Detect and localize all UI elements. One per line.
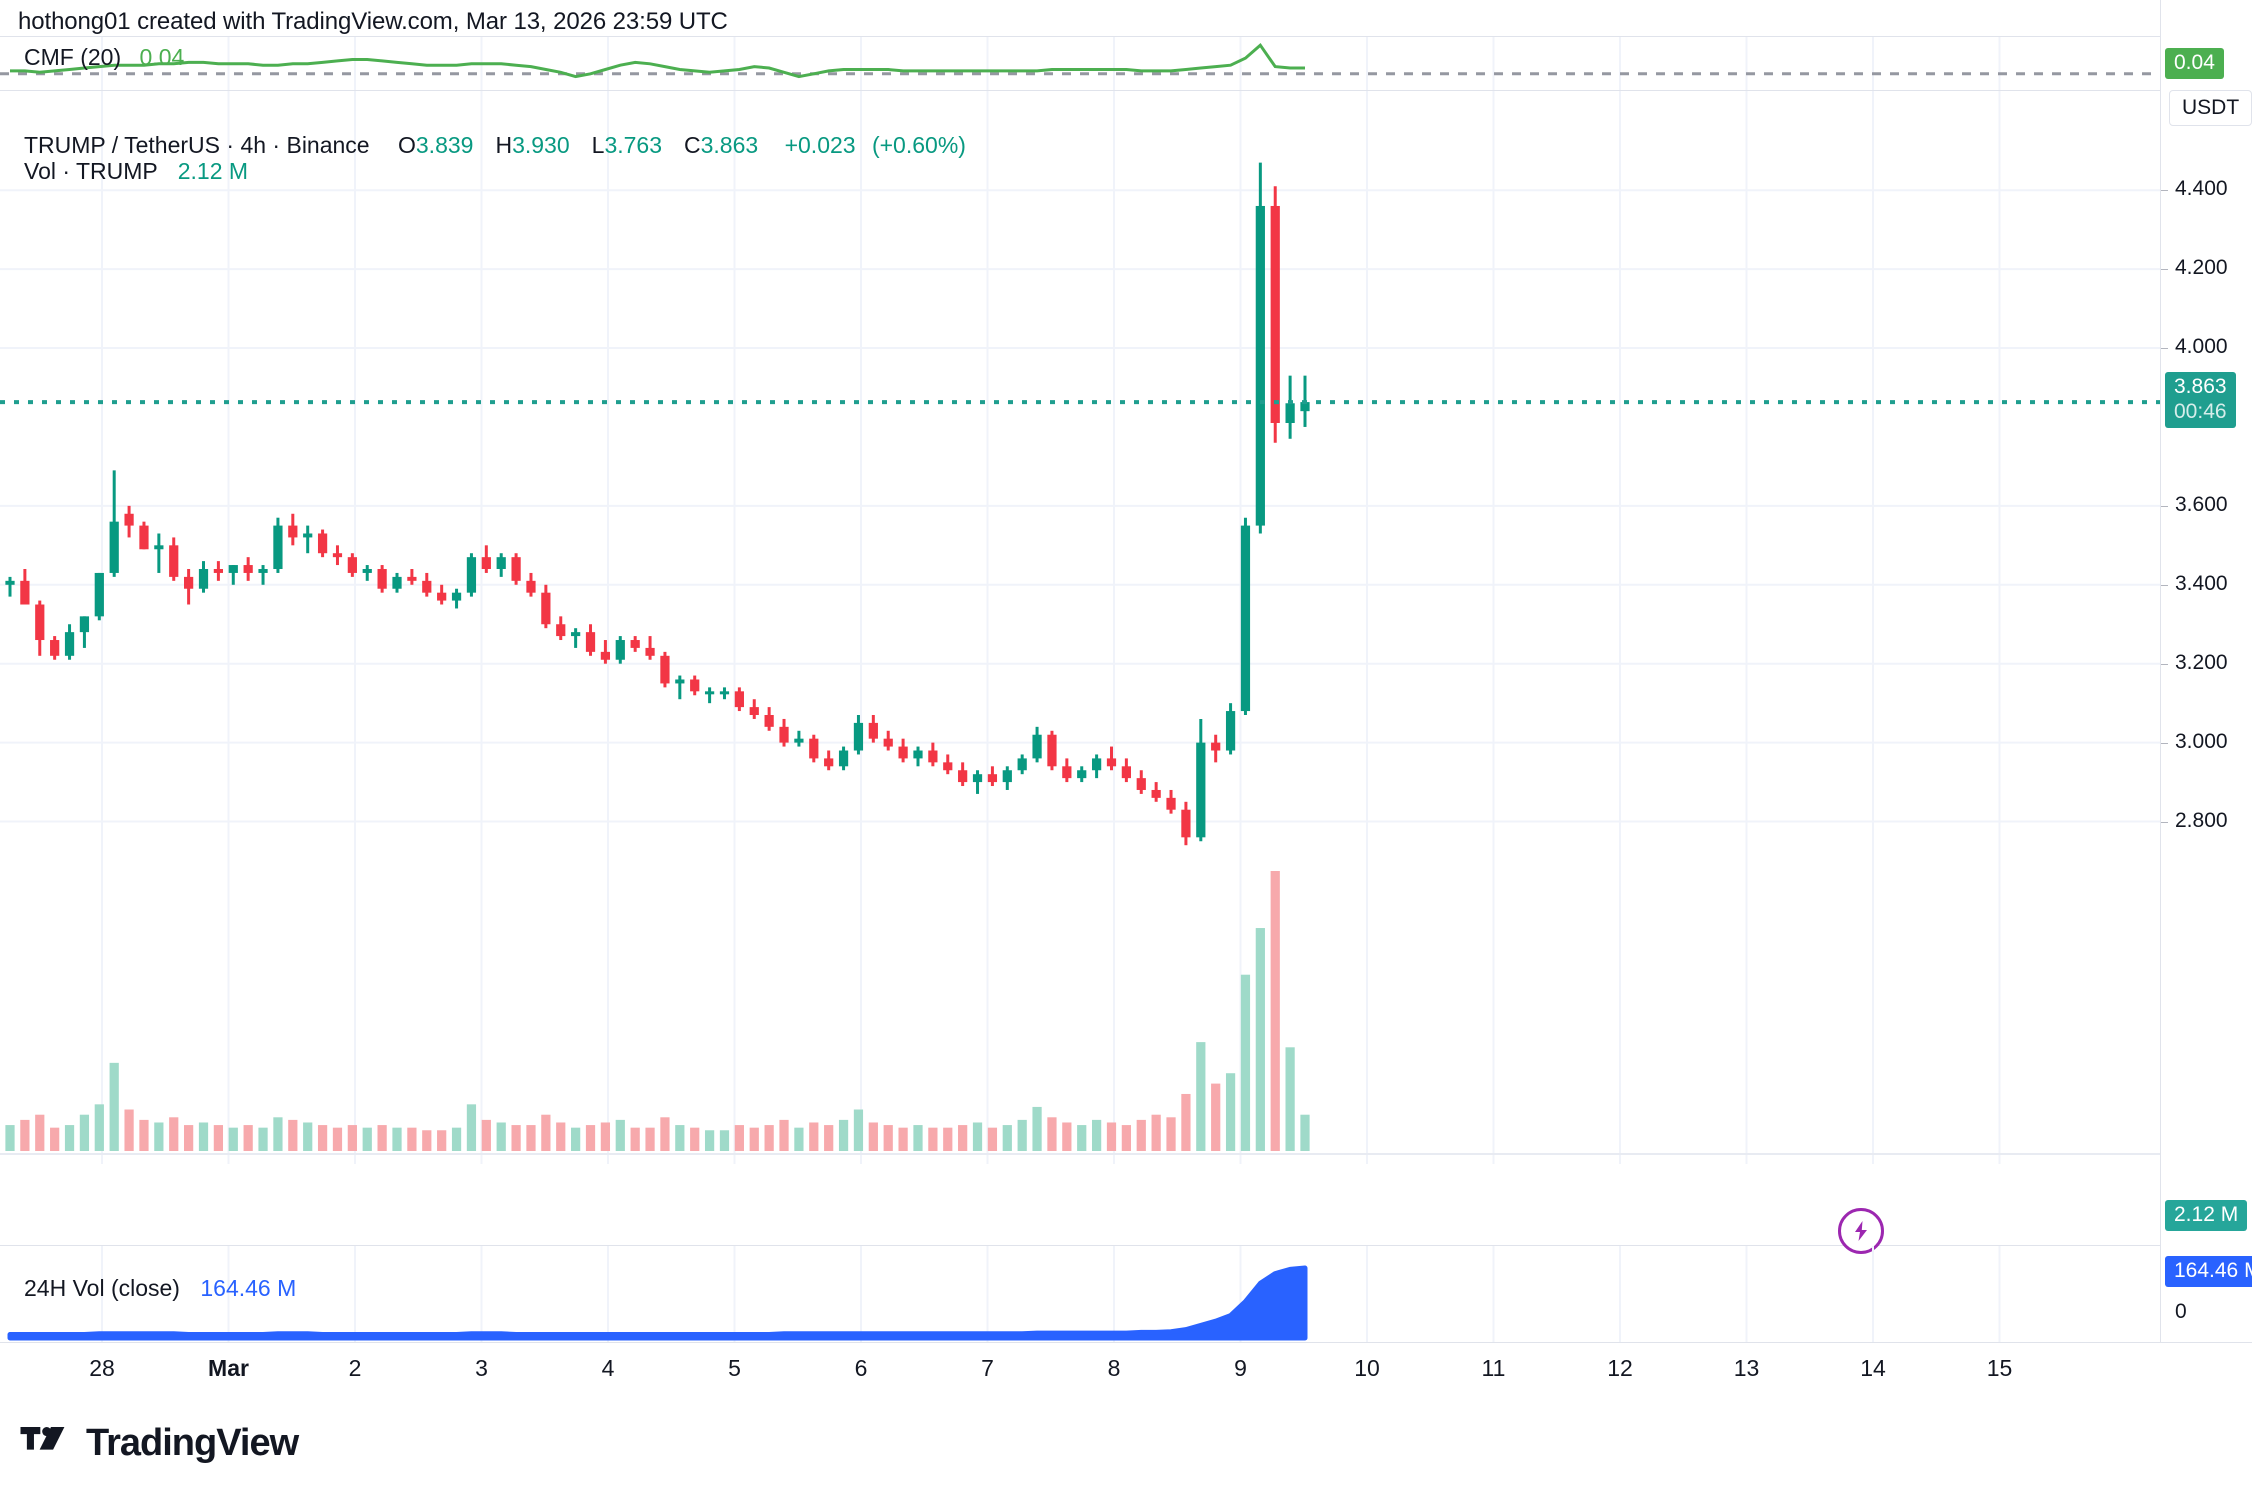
- time-axis-label: Mar: [208, 1355, 249, 1381]
- price-axis-tick: [2161, 821, 2168, 823]
- price-axis-label: 4.200: [2175, 256, 2228, 280]
- tradingview-mark-icon: [20, 1426, 65, 1450]
- time-axis-label: 10: [1354, 1355, 1380, 1381]
- time-axis-label: 13: [1733, 1355, 1760, 1381]
- price-axis-tick: [2161, 269, 2168, 271]
- time-axis-label: 12: [1607, 1355, 1633, 1381]
- ohlc-value: 3.930: [512, 132, 570, 158]
- ohlc-value: 3.763: [604, 132, 662, 158]
- price-axis-label: 3.000: [2175, 729, 2228, 753]
- time-axis-label: 14: [1860, 1355, 1886, 1381]
- currency-selector[interactable]: USDT: [2169, 90, 2252, 126]
- time-axis-label: 8: [1107, 1355, 1121, 1381]
- price-axis-tick: [2161, 505, 2168, 507]
- vol24-legend-value: 164.46 M: [200, 1275, 297, 1301]
- price-axis-label: 3.400: [2175, 571, 2228, 595]
- time-axis-label: 4: [601, 1355, 615, 1381]
- ohlc-o: O3.839: [398, 132, 473, 158]
- price-axis-label: 4.400: [2175, 177, 2228, 201]
- ohlc-key: L: [591, 132, 605, 158]
- time-axis-label: 7: [981, 1355, 994, 1381]
- candlestick-plot: [0, 91, 2160, 1164]
- vol24-plot: [7, 1246, 2001, 1342]
- ohlc-l: L3.763: [592, 132, 662, 158]
- ohlc-values: O3.839 H3.930 L3.763 C3.863: [376, 132, 758, 158]
- volume-axis-tag: 2.12 M: [2165, 1200, 2248, 1231]
- vol24-axis-tag: 164.46 M: [2165, 1256, 2252, 1287]
- cmf-legend-title: CMF (20): [24, 44, 122, 70]
- cmf-legend: CMF (20) 0.04: [24, 44, 184, 71]
- price-axis-tick: [2161, 190, 2168, 192]
- ohlc-h: H3.930: [495, 132, 569, 158]
- cmf-indicator-pane: [0, 36, 2160, 90]
- change-absolute: +0.023: [784, 132, 856, 158]
- ohlc-value: 3.863: [700, 132, 759, 158]
- price-axis-tick: [2161, 663, 2168, 665]
- price-axis-label: 2.800: [2175, 808, 2228, 832]
- ohlc-key: O: [398, 132, 416, 158]
- ohlc-value: 3.839: [415, 132, 474, 158]
- interval-label[interactable]: 4h: [240, 132, 267, 158]
- tradingview-logo[interactable]: TradingView: [20, 1422, 299, 1465]
- time-axis-label: 11: [1481, 1355, 1506, 1381]
- price-chart-pane: [0, 91, 2160, 1164]
- volume-legend-title: Vol · TRUMP: [24, 158, 158, 184]
- attribution-text: hothong01 created with TradingView.com, …: [18, 8, 728, 35]
- exchange-label[interactable]: Binance: [286, 132, 370, 158]
- lightning-bolt-icon[interactable]: [1838, 1208, 1884, 1254]
- pane-divider-main-vol24: [0, 1245, 2160, 1246]
- price-axis-label: 3.200: [2175, 650, 2228, 674]
- price-axis-label: 4.000: [2175, 335, 2228, 359]
- time-axis-label: 5: [728, 1355, 741, 1381]
- bar-countdown: 00:46: [2174, 399, 2227, 423]
- price-axis-tick: [2161, 348, 2168, 350]
- vol24-indicator-pane: [0, 1246, 2160, 1342]
- time-axis[interactable]: 28 Mar 2 3 4 5 6 7 8 9 10 11 12 13 14 15: [0, 1342, 2252, 1396]
- cmf-plot: [0, 36, 2160, 90]
- time-axis-label: 9: [1234, 1355, 1247, 1381]
- ohlc-key: C: [684, 132, 701, 158]
- vol24-zero-label: 0: [2175, 1300, 2187, 1323]
- price-axis-label: 3.600: [2175, 492, 2228, 516]
- time-axis-label: 2: [348, 1355, 362, 1381]
- change-percent: (+0.60%): [871, 132, 966, 158]
- time-axis-label: 6: [854, 1355, 868, 1381]
- time-axis-label: 3: [475, 1355, 488, 1381]
- cmf-legend-value: 0.04: [139, 44, 185, 70]
- pane-divider-cmf-main: [0, 90, 2160, 91]
- current-price-value: 3.863: [2174, 375, 2227, 399]
- volume-legend-value: 2.12 M: [177, 158, 249, 184]
- price-axis-tick: [2161, 742, 2168, 744]
- cmf-axis-tag: 0.04: [2165, 48, 2224, 79]
- symbol-legend: TRUMP / TetherUS · 4h · Binance O3.839 H3…: [24, 132, 966, 158]
- time-axis-label: 15: [1986, 1355, 2013, 1381]
- price-axis[interactable]: 0.04 USDT 4.400 4.200 4.000 3.600 3.400 3.200…: [2160, 0, 2252, 1342]
- current-price-tag: 3.863 00:46: [2165, 372, 2236, 428]
- volume-legend: Vol · TRUMP 2.12 M: [24, 158, 248, 185]
- ohlc-c: C3.863: [684, 132, 758, 158]
- symbol-name[interactable]: TRUMP / TetherUS: [24, 132, 220, 158]
- tradingview-wordmark: TradingView: [86, 1422, 299, 1464]
- vol24-legend: 24H Vol (close) 164.46 M: [24, 1275, 296, 1302]
- ohlc-key: H: [495, 132, 513, 158]
- price-axis-tick: [2161, 584, 2168, 586]
- pane-divider-top: [0, 36, 2160, 37]
- time-axis-label: 28: [89, 1355, 115, 1381]
- vol24-legend-title: 24H Vol (close): [24, 1275, 180, 1301]
